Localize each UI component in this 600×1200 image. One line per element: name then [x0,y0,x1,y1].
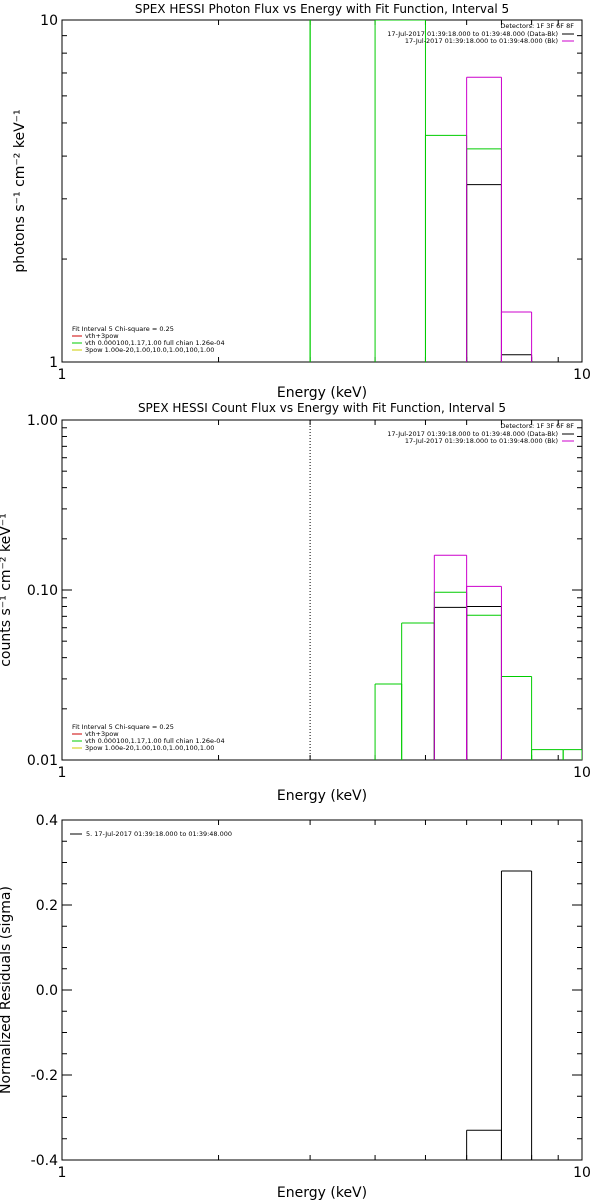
y-axis-label: photons s⁻¹ cm⁻² keV⁻¹ [12,109,28,272]
legend-entry: vth 0.000100,1.17,1.00 full chian 1.26e-… [85,339,225,347]
y-tick-label: 0.2 [36,898,58,914]
x-tick-label: 10 [573,765,591,781]
legend-entry: 17-Jul-2017 01:39:18.000 to 01:39:48.000… [387,430,558,438]
plot-frame [61,19,583,363]
legend-bottom-left: Fit Interval 5 Chi-square = 0.25vth+3pow… [72,325,225,354]
y-tick-label: 0.0 [36,983,58,999]
legend-entry: vth+3pow [85,332,119,340]
legend-entry: 17-Jul-2017 01:39:18.000 to 01:39:48.000… [405,37,558,45]
legend-entry: 17-Jul-2017 01:39:18.000 to 01:39:48.000… [387,30,558,38]
y-axis-label: Normalized Residuals (sigma) [0,886,14,1094]
y-tick-label: 0.4 [36,813,58,829]
legend-header: Detectors: 1F 3F 6F 8F [500,422,574,430]
legend-bottom-left: Fit Interval 5 Chi-square = 0.25vth+3pow… [72,723,225,752]
y-tick-label: 0.01 [27,753,58,769]
legend-header: Detectors: 1F 3F 6F 8F [500,22,574,30]
y-tick-label: 10 [40,13,58,29]
x-axis-label: Energy (keV) [277,788,367,804]
chart-title: SPEX HESSI Photon Flux vs Energy with Fi… [135,2,509,16]
y-tick-label: -0.2 [31,1068,58,1084]
series-2 [433,605,502,760]
chart-panel-3: Energy (keV) Normalized Residuals (sigma)… [0,813,591,1200]
legend-header: Fit Interval 5 Chi-square = 0.25 [72,325,174,333]
legend-entry: 3pow 1.00e-20,1.00,10.0,1.00,100,1.00 [85,744,214,752]
series-3 [466,76,533,362]
legend-entry: vth 0.000100,1.17,1.00 full chian 1.26e-… [85,737,225,745]
plot-frame [61,419,583,761]
y-tick-label: 1 [49,355,58,371]
x-tick-label: 10 [573,367,591,383]
legend-top-left: 5. 17-Jul-2017 01:39:18.000 to 01:39:48.… [70,830,232,838]
x-tick-label: 1 [58,765,67,781]
chart-panel-2: SPEX HESSI Count Flux vs Energy with Fit… [0,401,591,804]
series-1 [466,870,533,1160]
legend-header: Fit Interval 5 Chi-square = 0.25 [72,723,174,731]
x-tick-label: 1 [58,1165,67,1181]
legend-entry: 5. 17-Jul-2017 01:39:18.000 to 01:39:48.… [86,830,232,838]
x-axis-label: Energy (keV) [277,385,367,401]
y-tick-label: 1.00 [27,413,58,429]
series-1 [374,591,582,760]
legend-entry: vth+3pow [85,730,119,738]
y-axis-label: counts s⁻¹ cm⁻² keV⁻¹ [0,513,14,667]
series-3 [433,554,502,760]
legend-entry: 3pow 1.00e-20,1.00,10.0,1.00,100,1.00 [85,346,214,354]
chart-title: SPEX HESSI Count Flux vs Energy with Fit… [138,401,506,415]
x-tick-label: 1 [58,367,67,383]
chart-panel-1: SPEX HESSI Photon Flux vs Energy with Fi… [12,2,591,401]
x-axis-label: Energy (keV) [277,1185,367,1200]
y-tick-label: 0.10 [27,583,58,599]
series-2 [466,184,533,362]
legend-entry: 17-Jul-2017 01:39:18.000 to 01:39:48.000… [405,437,558,445]
x-tick-label: 10 [573,1165,591,1181]
y-tick-label: -0.4 [31,1153,58,1169]
series-1 [309,20,502,362]
